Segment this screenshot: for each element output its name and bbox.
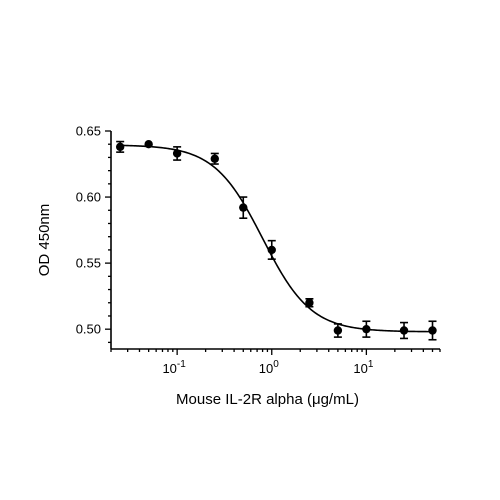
y-tick-label: 0.65 xyxy=(76,124,101,139)
y-axis-title: OD 450nm xyxy=(36,204,53,277)
y-tick-label: 0.60 xyxy=(76,190,101,205)
data-point xyxy=(115,142,125,152)
x-tick-label: 10-1 xyxy=(162,359,186,376)
y-tick-label: 0.55 xyxy=(76,256,101,271)
data-point xyxy=(399,326,409,335)
data-point xyxy=(428,326,437,335)
data-point xyxy=(172,149,182,158)
fit-curve xyxy=(120,144,433,333)
tick-labels: 0.50 0.55 0.60 0.65 10-1 100 101 xyxy=(76,124,374,377)
x-tick-label: 101 xyxy=(353,359,373,376)
axes xyxy=(110,131,440,350)
data-points xyxy=(115,140,437,341)
y-tick-label: 0.50 xyxy=(76,322,101,337)
data-point xyxy=(305,298,314,307)
data-point xyxy=(333,326,343,335)
data-point xyxy=(210,154,219,163)
x-axis-title: Mouse IL-2R alpha (μg/mL) xyxy=(176,391,359,408)
data-point xyxy=(267,245,276,255)
data-point xyxy=(239,203,248,212)
x-tick-label: 100 xyxy=(259,359,279,376)
data-point xyxy=(144,140,153,149)
tick-marks xyxy=(105,130,441,355)
data-point xyxy=(362,324,371,334)
